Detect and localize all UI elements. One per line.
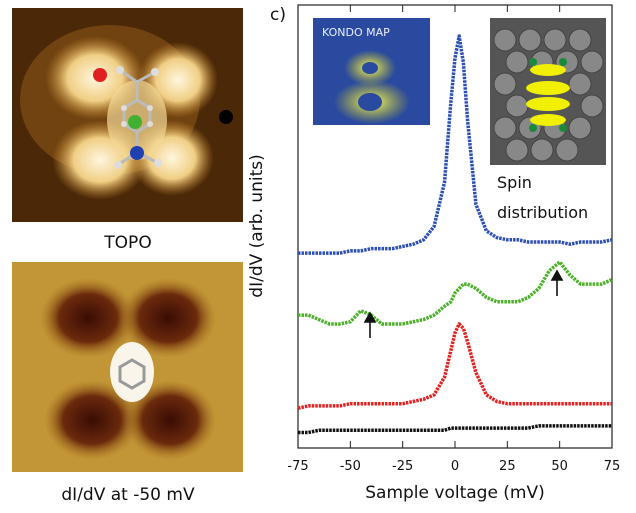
image-caption: TOPO	[103, 233, 151, 253]
panel-label: c)	[270, 5, 286, 25]
inset-label: KONDO MAP	[322, 26, 390, 39]
inset-label: Spin	[497, 173, 532, 192]
data-line	[298, 324, 612, 408]
spin-inset	[490, 18, 606, 165]
didv-image	[12, 262, 243, 472]
image-caption: dI/dV at -50 mV	[61, 485, 195, 505]
inset-label: distribution	[497, 203, 588, 222]
x-tick-label: -25	[392, 459, 413, 474]
x-tick-label: -50	[340, 459, 361, 474]
data-line	[298, 426, 612, 433]
x-tick-label: 75	[604, 459, 621, 474]
arrows	[365, 271, 562, 338]
data-line	[298, 262, 612, 324]
figure: TOPO dI/dV at -50 mV c) dI/dV (arb. unit…	[0, 0, 636, 509]
y-axis-label: dI/dV (arb. units)	[247, 154, 267, 297]
topo-image	[12, 8, 243, 222]
x-tick-label: 0	[451, 459, 459, 474]
x-tick-label: 25	[499, 459, 516, 474]
x-tick-label: 50	[551, 459, 568, 474]
x-tick-label: -75	[287, 459, 308, 474]
x-axis-label: Sample voltage (mV)	[365, 483, 545, 503]
